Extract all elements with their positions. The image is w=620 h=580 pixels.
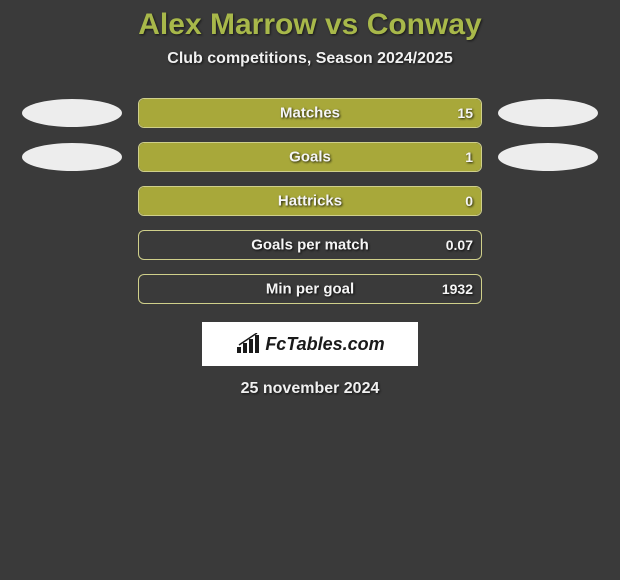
stat-bar-wrap: Goals 1 xyxy=(138,142,482,172)
stat-label: Goals xyxy=(289,149,331,166)
stat-value: 1932 xyxy=(442,281,473,297)
stat-bar: Min per goal 1932 xyxy=(138,274,482,304)
stat-bar: Matches 15 xyxy=(138,98,482,128)
player-right-ellipse xyxy=(498,143,598,171)
stat-bar: Goals per match 0.07 xyxy=(138,230,482,260)
stat-value: 0 xyxy=(465,193,473,209)
stat-row: Goals 1 xyxy=(0,142,620,172)
page-title: Alex Marrow vs Conway xyxy=(0,8,620,42)
stat-label: Hattricks xyxy=(278,193,342,210)
player-left-ellipse xyxy=(22,143,122,171)
stat-label: Min per goal xyxy=(266,281,354,298)
stat-value: 15 xyxy=(457,105,473,121)
player-left-ellipse xyxy=(22,99,122,127)
brand-box[interactable]: FcTables.com xyxy=(202,322,418,366)
stat-bar: Goals 1 xyxy=(138,142,482,172)
player-right-ellipse xyxy=(498,99,598,127)
brand-text: FcTables.com xyxy=(265,334,384,355)
stat-value: 1 xyxy=(465,149,473,165)
infographic-container: Alex Marrow vs Conway Club competitions,… xyxy=(0,0,620,398)
stat-value: 0.07 xyxy=(446,237,473,253)
page-subtitle: Club competitions, Season 2024/2025 xyxy=(0,50,620,68)
stat-bar-wrap: Min per goal 1932 xyxy=(138,274,482,304)
stat-bar-wrap: Hattricks 0 xyxy=(138,186,482,216)
stat-row: Hattricks 0 xyxy=(0,186,620,216)
stat-row: Min per goal 1932 xyxy=(0,274,620,304)
date-text: 25 november 2024 xyxy=(0,380,620,398)
stat-bar-wrap: Matches 15 xyxy=(138,98,482,128)
stat-rows: Matches 15 Goals 1 Hattricks 0 Goals per match… xyxy=(0,98,620,304)
stat-label: Matches xyxy=(280,105,340,122)
stat-row: Matches 15 xyxy=(0,98,620,128)
bar-chart-icon xyxy=(235,333,261,355)
stat-bar: Hattricks 0 xyxy=(138,186,482,216)
stat-row: Goals per match 0.07 xyxy=(0,230,620,260)
stat-label: Goals per match xyxy=(251,237,369,254)
stat-bar-wrap: Goals per match 0.07 xyxy=(138,230,482,260)
